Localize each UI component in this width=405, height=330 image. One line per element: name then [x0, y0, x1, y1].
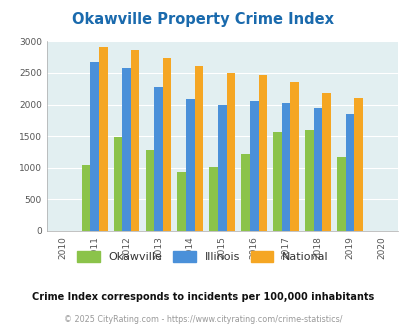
Bar: [336, 157, 345, 231]
Bar: [290, 82, 298, 231]
Bar: [81, 165, 90, 231]
Bar: [281, 103, 290, 231]
Bar: [209, 167, 217, 231]
Bar: [162, 58, 171, 231]
Bar: [241, 154, 249, 231]
Text: Crime Index corresponds to incidents per 100,000 inhabitants: Crime Index corresponds to incidents per…: [32, 292, 373, 302]
Bar: [217, 105, 226, 231]
Bar: [154, 87, 162, 231]
Bar: [249, 101, 258, 231]
Bar: [185, 99, 194, 231]
Bar: [258, 75, 266, 231]
Bar: [130, 50, 139, 231]
Text: © 2025 CityRating.com - https://www.cityrating.com/crime-statistics/: © 2025 CityRating.com - https://www.city…: [64, 315, 341, 324]
Bar: [145, 150, 154, 231]
Bar: [345, 114, 354, 231]
Legend: Okawville, Illinois, National: Okawville, Illinois, National: [72, 247, 333, 267]
Bar: [305, 130, 313, 231]
Text: Okawville Property Crime Index: Okawville Property Crime Index: [72, 12, 333, 26]
Bar: [226, 73, 234, 231]
Bar: [194, 66, 203, 231]
Bar: [90, 62, 99, 231]
Bar: [354, 98, 362, 231]
Bar: [177, 172, 185, 231]
Bar: [273, 132, 281, 231]
Bar: [322, 93, 330, 231]
Bar: [122, 68, 130, 231]
Bar: [99, 47, 107, 231]
Bar: [313, 108, 322, 231]
Bar: [113, 137, 122, 231]
